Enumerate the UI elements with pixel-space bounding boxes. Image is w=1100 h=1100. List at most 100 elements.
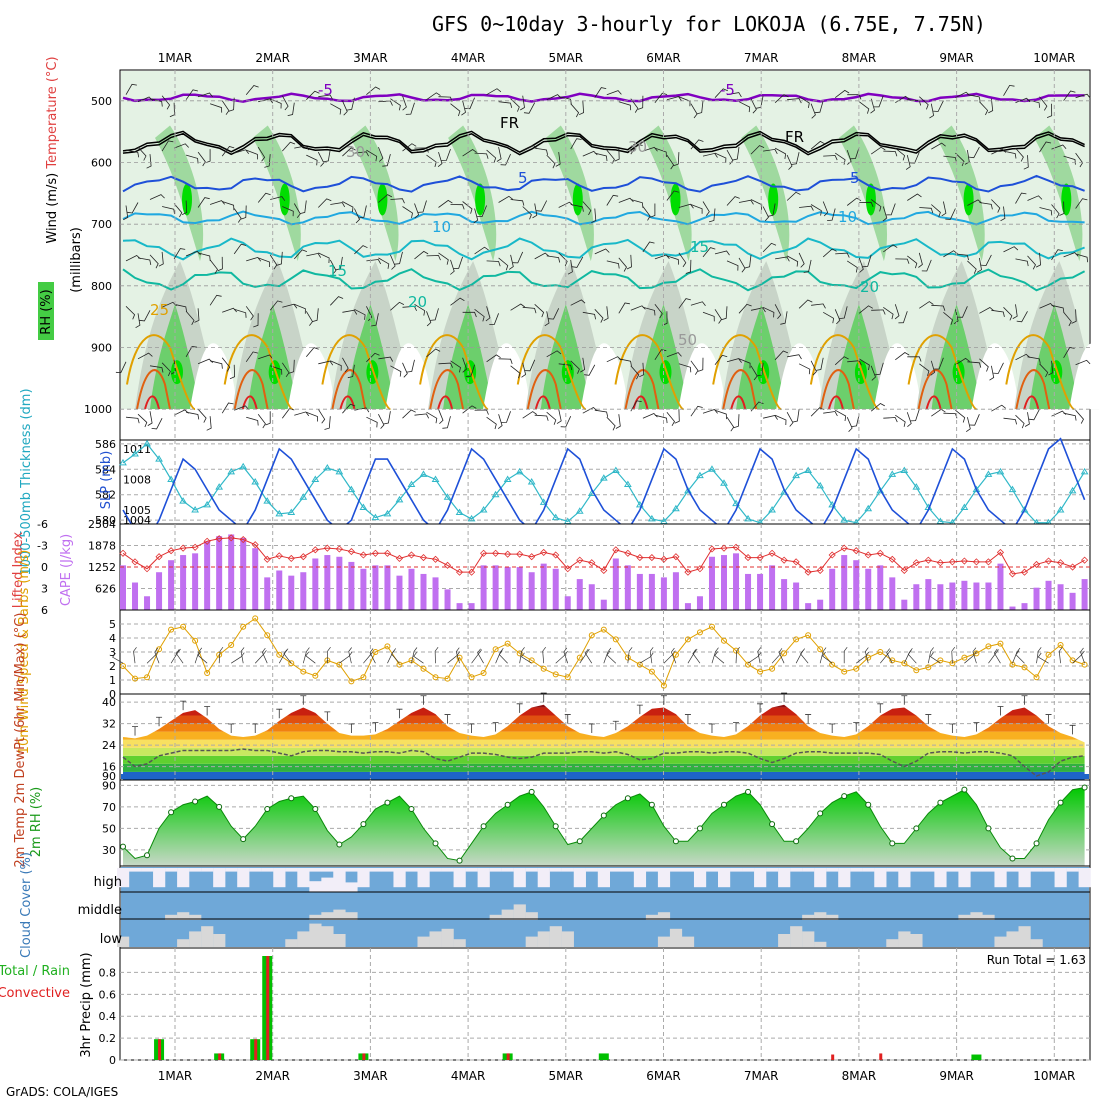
wind-barb: [462, 311, 477, 318]
wind-barb: [462, 357, 467, 373]
date-label-top: 9MAR: [939, 51, 974, 65]
lifted-index-point: [876, 549, 884, 557]
cloud-low-fill: [561, 931, 574, 947]
wind-barb: [886, 203, 896, 216]
cloud-high-gap: [862, 868, 875, 872]
wind-barb: [330, 202, 346, 208]
temp-minmax-bar: [733, 722, 740, 732]
rh-tick: 70: [102, 801, 116, 814]
date-label-top: 8MAR: [842, 51, 877, 65]
isotherm-label: 50: [678, 331, 697, 349]
lifted-index-point: [996, 548, 1005, 556]
wind-barb: [615, 414, 621, 429]
cloud-low-fill: [177, 939, 190, 947]
wind-barb: [498, 257, 509, 271]
wind-speed-point: [636, 661, 643, 668]
rh-shade: [150, 304, 200, 410]
wind-barb: [690, 139, 704, 150]
wind-barb: [390, 301, 405, 311]
cloud-low-fill: [429, 931, 442, 947]
surface-wind-barb: [112, 652, 124, 664]
surface-wind-barb: [498, 650, 508, 664]
temp-minmax-bar: [324, 711, 331, 721]
isotherm-label: 30: [346, 143, 365, 161]
date-label-top: 2MAR: [255, 51, 290, 65]
wind-barb: [149, 194, 165, 200]
wind-label: Wind (m/s): [45, 173, 60, 244]
wind-barb: [486, 149, 497, 163]
isotherm-25: [907, 334, 978, 411]
wind-barb: [775, 256, 790, 262]
wind-barb: [474, 152, 489, 159]
rh-point: [216, 803, 223, 810]
surface-wind-barb: [302, 647, 310, 664]
rh-shade: [540, 304, 591, 410]
cloud-high-gap: [321, 868, 334, 872]
wind-barb: [823, 311, 835, 324]
wind-barb: [329, 259, 337, 275]
wind-barb: [450, 259, 455, 275]
wind-barb: [185, 311, 195, 325]
wind-barb: [1039, 363, 1049, 378]
wind-barb: [146, 154, 152, 169]
wind-barb: [1015, 353, 1031, 361]
cloud-low-fill: [525, 936, 538, 947]
wind-barb: [378, 194, 393, 203]
wind-barb: [438, 199, 453, 208]
thickness-point: [527, 478, 536, 485]
wind-barb: [501, 411, 511, 423]
wind-barb: [282, 303, 298, 309]
lifted-index-point: [1020, 568, 1029, 576]
wind-barb: [276, 251, 283, 266]
wind-barb: [318, 252, 330, 264]
cloud-high-gap: [429, 868, 442, 872]
cloud-low-fill: [814, 941, 827, 947]
cape-bar: [444, 589, 451, 610]
wind-barb: [882, 206, 888, 222]
rh-shade: [345, 304, 396, 410]
rh-shade: [448, 125, 497, 262]
lifted-index-point: [395, 554, 404, 562]
wind-barb: [955, 409, 966, 423]
surface-wind-barb: [495, 647, 504, 664]
wind-barb: [181, 200, 188, 215]
wind-barb: [666, 352, 682, 358]
wind-barb: [1000, 206, 1006, 222]
cloud-low-fill: [1018, 926, 1031, 947]
wind-barb: [1035, 252, 1042, 268]
lifted-index-point: [792, 558, 800, 566]
cloud-middle-fill: [645, 914, 659, 920]
wind-barb: [405, 102, 415, 115]
rh-shade: [678, 343, 726, 410]
cloud-high-gap: [1066, 868, 1079, 872]
lifted-index-point: [696, 565, 704, 573]
rh-point: [889, 840, 896, 847]
wind-speed-point: [1033, 674, 1040, 681]
pressure-tick: 500: [91, 95, 112, 108]
wind-barb: [450, 103, 461, 117]
surface-wind-barb: [864, 647, 869, 664]
wind-barb: [803, 259, 812, 273]
thickness-point: [684, 486, 692, 494]
cloud-high-gap: [922, 868, 935, 872]
surface-wind-barb: [434, 646, 439, 664]
wind-barb: [580, 357, 586, 373]
temp-minmax-bar: [132, 726, 139, 736]
wind-barb: [318, 198, 332, 208]
rh-legend-label: RH (%): [39, 289, 54, 334]
cape-bar: [769, 565, 776, 610]
wind-barb: [306, 411, 318, 422]
surface-wind-barb: [520, 652, 532, 664]
cloud-level-label: low: [100, 932, 123, 947]
wind-barb: [149, 365, 164, 373]
wind-speed-point: [612, 636, 619, 643]
wind-barb: [979, 202, 993, 210]
wind-barb: [347, 364, 355, 379]
wind-speed-tick: 3: [109, 646, 116, 659]
thickness-point: [960, 503, 969, 510]
cloud-high-gap: [742, 868, 755, 872]
cape-bar: [132, 582, 139, 610]
thickness-point: [539, 498, 548, 505]
wind-barb: [750, 401, 764, 412]
cape-bar: [937, 584, 944, 610]
